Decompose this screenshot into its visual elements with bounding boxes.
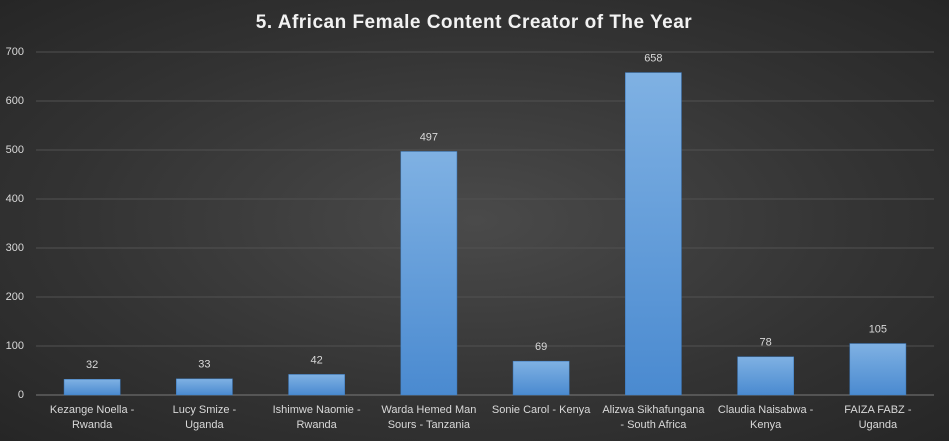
bar [849,343,907,396]
x-tick-label: Kezange Noella - Rwanda [49,404,135,431]
y-tick-label: 0 [18,389,24,401]
bar [400,151,458,396]
bar [63,379,121,396]
data-label: 32 [86,359,98,371]
x-tick-label: FAIZA FABZ - Uganda [844,404,912,431]
bar [625,72,682,396]
bar [512,360,570,396]
y-tick-label: 300 [6,242,24,254]
x-tick-label: Sonie Carol - Kenya [491,404,591,416]
bar [176,378,233,396]
x-tick-label: Ishimwe Naomie - Rwanda [272,404,361,431]
y-tick-label: 700 [6,46,24,58]
data-label: 78 [760,337,772,349]
x-tick-label: Alizwa Sikhafungana - South Africa [602,404,705,431]
y-tick-label: 600 [6,95,24,107]
bar [288,374,345,396]
x-tick-label: Lucy Smize - Uganda [172,404,237,431]
y-tick-label: 400 [6,193,24,205]
data-label: 105 [869,323,887,335]
x-tick-label: Claudia Naisabwa - Kenya [717,404,814,431]
data-label: 69 [535,341,547,353]
data-label: 42 [311,354,323,366]
y-tick-label: 200 [6,291,24,303]
bar [737,356,794,396]
data-label: 658 [644,52,662,64]
data-label: 497 [420,131,438,143]
y-tick-label: 100 [6,340,24,352]
x-tick-label: Warda Hemed Man Sours - Tanzania [381,404,477,431]
data-label: 33 [198,359,210,371]
chart-title: 5. African Female Content Creator of The… [256,12,692,33]
y-tick-label: 500 [6,144,24,156]
